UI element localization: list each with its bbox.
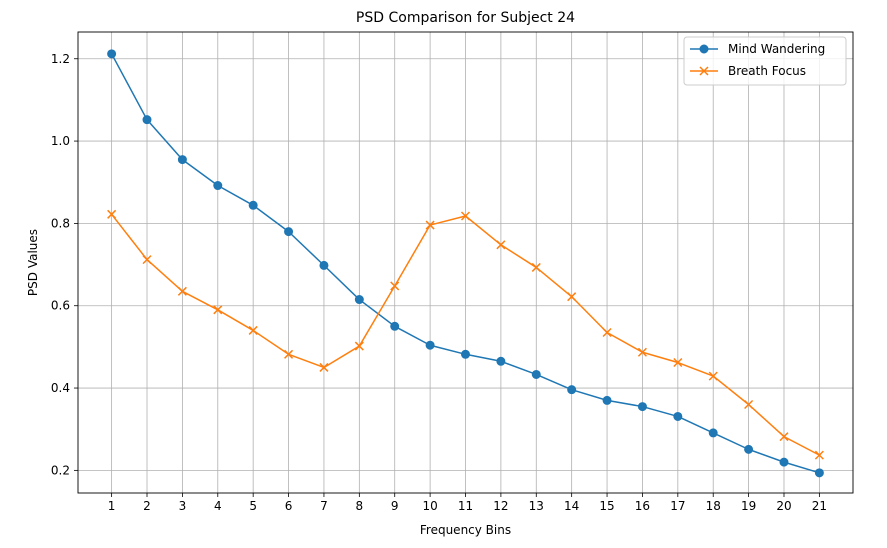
mind-wandering-point: [213, 181, 223, 191]
x-axis-label: Frequency Bins: [420, 523, 511, 537]
breath-focus-point: [177, 286, 187, 296]
x-tick-label: 12: [493, 499, 508, 513]
legend-marker-mind-wandering: [699, 44, 709, 54]
x-tick-label: 10: [422, 499, 437, 513]
mind-wandering-point: [531, 369, 541, 379]
x-tick-label: 2: [143, 499, 151, 513]
series-breath-focus: [107, 209, 824, 460]
breath-focus-point: [390, 281, 400, 291]
x-tick-label: 3: [179, 499, 187, 513]
mind-wandering-point: [248, 200, 258, 210]
mind-wandering-point: [708, 428, 718, 438]
breath-focus-point: [142, 255, 152, 265]
mind-wandering-point: [814, 468, 824, 478]
x-tick-label: 15: [599, 499, 614, 513]
mind-wandering-point: [107, 49, 117, 59]
breath-focus-point: [496, 240, 506, 250]
breath-focus-point: [814, 450, 824, 460]
y-tick-label: 0.8: [51, 216, 70, 230]
x-tick-label: 13: [529, 499, 544, 513]
mind-wandering-point: [284, 227, 294, 237]
y-tick-label: 1.0: [51, 134, 70, 148]
x-tick-label: 1: [108, 499, 116, 513]
breath-focus-point: [744, 399, 754, 410]
y-tick-label: 0.2: [51, 463, 70, 477]
x-tick-label: 20: [776, 499, 791, 513]
legend-marker-breath-focus: [699, 66, 709, 76]
mind-wandering-point: [177, 155, 187, 165]
breath-focus-point: [107, 209, 117, 219]
breath-focus-point: [637, 347, 647, 357]
y-axis-label: PSD Values: [26, 229, 40, 296]
x-tick-label: 9: [391, 499, 399, 513]
mind-wandering-point: [779, 457, 789, 467]
legend-label-mind-wandering: Mind Wandering: [728, 42, 825, 56]
chart-title: PSD Comparison for Subject 24: [356, 10, 575, 26]
breath-focus-point: [425, 220, 435, 230]
mind-wandering-point: [319, 260, 329, 270]
x-axis-ticks: 1 2 3 4 5 6 7 8 9 10 11 12 13 14 15 16 17 18 19 20 21: [108, 493, 827, 513]
x-tick-label: 8: [356, 499, 364, 513]
mind-wandering-point: [637, 402, 647, 412]
legend-label-breath-focus: Breath Focus: [728, 64, 806, 78]
x-tick-label: 11: [458, 499, 473, 513]
legend-marker-breath-focus: [699, 66, 709, 76]
breath-focus-point: [567, 292, 577, 302]
x-tick-label: 4: [214, 499, 222, 513]
breath-focus-point: [248, 325, 258, 335]
mind-wandering-point: [142, 115, 152, 125]
mind-wandering-point: [602, 395, 612, 405]
grid: [78, 32, 853, 493]
breath-focus-point: [673, 357, 683, 368]
mind-wandering-point: [496, 356, 506, 366]
y-tick-label: 0.6: [51, 299, 70, 313]
breath-focus-point: [531, 262, 541, 272]
x-tick-label: 7: [320, 499, 328, 513]
y-tick-label: 1.2: [51, 52, 70, 66]
mind-wandering-point: [744, 444, 754, 454]
x-tick-label: 16: [635, 499, 650, 513]
series-mind-wandering: [107, 49, 824, 478]
x-tick-label: 14: [564, 499, 579, 513]
x-tick-label: 6: [285, 499, 293, 513]
mind-wandering-point: [390, 321, 400, 331]
breath-focus-point: [284, 349, 294, 359]
breath-focus-point: [779, 432, 789, 442]
legend: Mind Wandering Breath Focus: [683, 36, 847, 86]
y-axis-ticks: 0.2 0.4 0.6 0.8 1.0 1.2: [51, 52, 78, 477]
breath-focus-point: [708, 371, 718, 381]
x-tick-label: 5: [249, 499, 257, 513]
y-tick-label: 0.4: [51, 381, 70, 395]
x-tick-label: 21: [812, 499, 827, 513]
mind-wandering-point: [425, 340, 435, 350]
series-layer: [107, 49, 824, 478]
breath-focus-point: [354, 341, 364, 351]
mind-wandering-point: [567, 385, 577, 395]
breath-focus-point: [460, 211, 471, 221]
mind-wandering-point: [461, 349, 470, 359]
mind-wandering-point: [354, 295, 364, 305]
x-tick-label: 18: [706, 499, 721, 513]
x-tick-label: 19: [741, 499, 756, 513]
breath-focus-point: [213, 305, 223, 315]
x-tick-label: 17: [670, 499, 685, 513]
breath-focus-point: [319, 362, 329, 372]
legend-marker-mind-wandering: [699, 44, 709, 54]
legend-box: [683, 36, 847, 86]
mind-wandering-point: [673, 411, 683, 421]
breath-focus-point: [602, 327, 612, 338]
